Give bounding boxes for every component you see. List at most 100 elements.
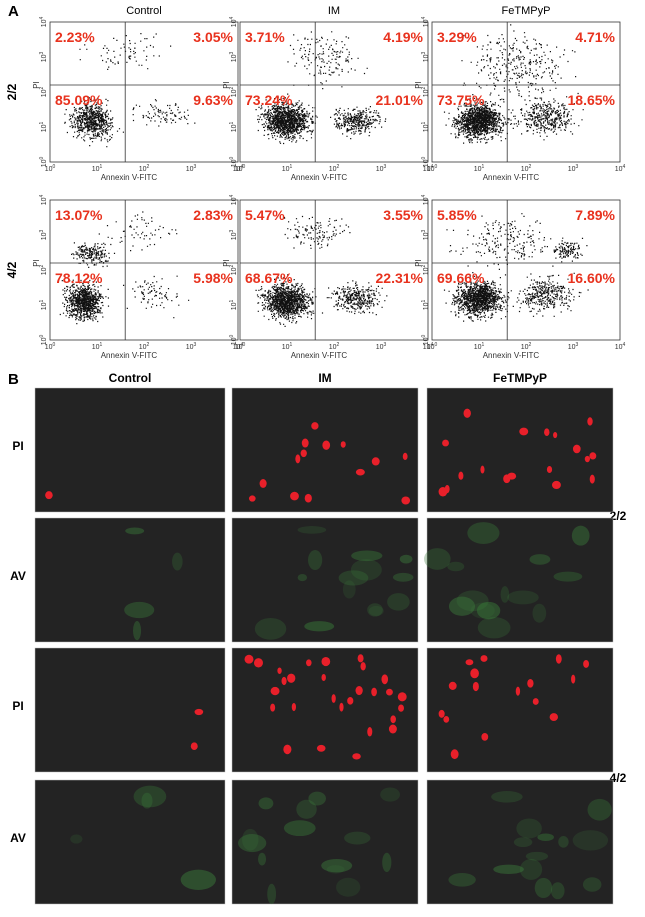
cell-glow [296, 799, 317, 819]
cell-glow [254, 617, 287, 640]
cell-spot [398, 704, 404, 712]
tick-exponent: 1 [421, 121, 427, 124]
cell-spot [322, 440, 331, 450]
y-tick-label: 102 [229, 264, 238, 275]
cell-spot [587, 417, 593, 426]
cell-glow [456, 590, 489, 612]
cell-spot [551, 480, 561, 490]
row-label: 2/2 [5, 83, 19, 100]
x-tick-label: 104 [233, 164, 244, 173]
tick-exponent: 2 [147, 342, 150, 348]
y-tick-label: 103 [39, 229, 48, 240]
tick-base: 10 [45, 344, 53, 351]
cell-spot [544, 428, 550, 437]
y-tick-label: 104 [421, 16, 430, 27]
y-tick-label: 101 [39, 121, 48, 132]
group-label: 2/2 [610, 509, 627, 523]
cell-spot [442, 439, 449, 447]
tick-base: 10 [423, 267, 430, 275]
y-tick-label: 102 [421, 264, 430, 275]
cell-glow [367, 603, 383, 617]
row-label: PI [12, 699, 23, 713]
tick-exponent: 0 [243, 164, 246, 170]
cell-spot [481, 732, 489, 741]
micrograph [34, 647, 226, 773]
tick-exponent: 3 [39, 51, 45, 54]
cell-spot [311, 422, 319, 430]
cell-spot [519, 427, 529, 436]
tick-exponent: 0 [243, 342, 246, 348]
y-tick-label: 103 [39, 51, 48, 62]
y-tick-label: 103 [421, 229, 430, 240]
tick-exponent: 3 [421, 51, 427, 54]
cell-glow [491, 791, 523, 803]
tick-base: 10 [233, 166, 241, 173]
cell-glow [477, 617, 511, 639]
cell-glow [133, 785, 167, 808]
y-tick-label: 101 [421, 299, 430, 310]
cell-glow [467, 522, 500, 544]
tick-exponent: 2 [421, 86, 427, 89]
tick-exponent: 3 [421, 229, 427, 232]
cell-glow [382, 852, 392, 873]
tick-base: 10 [41, 337, 48, 345]
scatter-dots [255, 215, 388, 327]
tick-exponent: 1 [100, 164, 103, 170]
cell-glow [525, 851, 549, 861]
cell-glow [537, 833, 554, 842]
y-tick-label: 103 [229, 229, 238, 240]
cell-spot [253, 658, 263, 668]
tick-exponent: 3 [576, 342, 579, 348]
x-axis-label: Annexin V-FITC [291, 173, 348, 182]
quadrant-percent: 85.09% [55, 92, 103, 108]
tick-exponent: 1 [290, 342, 293, 348]
tick-exponent: 2 [337, 164, 340, 170]
y-axis-label: PI [32, 259, 41, 267]
tick-exponent: 4 [229, 16, 235, 19]
cell-glow [553, 571, 583, 582]
y-tick-label: 101 [421, 121, 430, 132]
cell-spot [347, 697, 354, 705]
tick-exponent: 0 [435, 164, 438, 170]
tick-base: 10 [423, 19, 430, 27]
quadrant-percent: 3.29% [437, 29, 477, 45]
quadrant-percent: 68.67% [245, 270, 293, 286]
quadrant-percent: 3.05% [193, 29, 233, 45]
x-tick-label: 103 [376, 342, 387, 351]
row-label: AV [10, 831, 26, 845]
row-label: PI [12, 439, 23, 453]
x-tick-label: 101 [92, 342, 103, 351]
quadrant-percent: 73.75% [437, 92, 485, 108]
cell-spot [572, 444, 581, 454]
y-axis-label: PI [32, 81, 41, 89]
cell-spot [450, 749, 459, 760]
y-tick-label: 101 [39, 299, 48, 310]
cell-spot [316, 744, 326, 752]
y-tick-label: 100 [421, 156, 430, 167]
y-axis-label: PI [414, 259, 423, 267]
tick-exponent: 2 [421, 264, 427, 267]
tick-base: 10 [231, 197, 238, 205]
y-tick-label: 102 [421, 86, 430, 97]
tick-base: 10 [235, 344, 243, 351]
cell-spot [355, 686, 363, 696]
x-tick-label: 100 [45, 164, 56, 173]
cell-spot [248, 495, 256, 502]
tick-base: 10 [235, 166, 243, 173]
tick-exponent: 0 [53, 164, 56, 170]
cell-glow [351, 550, 383, 562]
cell-glow [344, 831, 371, 845]
x-tick-label: 103 [376, 164, 387, 173]
cell-glow [529, 554, 551, 565]
tick-exponent: 3 [384, 164, 387, 170]
cell-glow [180, 869, 216, 890]
cell-glow [125, 527, 145, 535]
cell-glow [242, 828, 259, 851]
cell-glow [267, 883, 277, 905]
cell-spot [287, 673, 296, 683]
cell-glow [534, 877, 553, 899]
cell-glow [399, 554, 413, 564]
x-tick-label: 104 [423, 342, 434, 351]
x-tick-label: 102 [139, 164, 150, 173]
plot-frame [49, 199, 239, 341]
